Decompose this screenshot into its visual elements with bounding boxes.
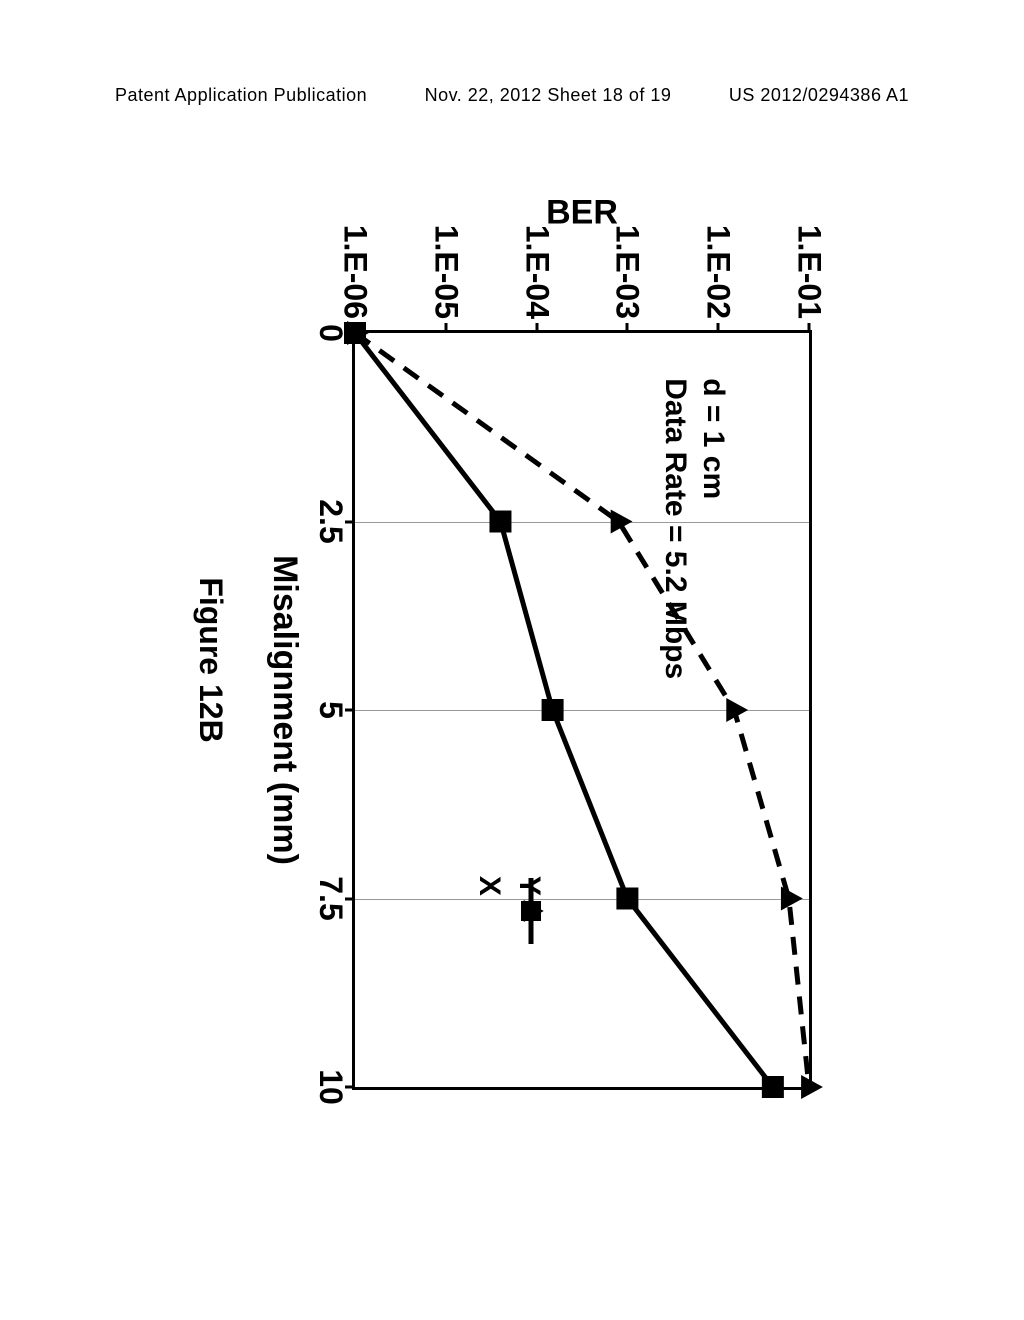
chart-legend: YX: [466, 876, 546, 896]
legend-swatch: [466, 876, 546, 896]
annotation-line: Data Rate = 5.2 Mbps: [657, 378, 695, 679]
data-marker: [616, 888, 638, 910]
y-tick-mark: [626, 323, 629, 333]
legend-item: X: [472, 876, 506, 896]
data-marker: [489, 511, 511, 533]
header-left: Patent Application Publication: [115, 85, 367, 106]
data-marker: [542, 699, 564, 721]
x-tick-mark: [345, 520, 355, 523]
figure-caption: Figure 12B: [192, 577, 229, 742]
chart-plot-area: BER Misalignment (mm) 1.E-011.E-021.E-03…: [352, 330, 812, 1090]
header-middle: Nov. 22, 2012 Sheet 18 of 19: [425, 85, 672, 106]
chart-annotation: d = 1 cmData Rate = 5.2 Mbps: [657, 378, 732, 679]
chart-rotated-wrapper: BER Misalignment (mm) 1.E-01 1.E-02 1.E-03…: [192, 160, 832, 1160]
x-tick-label: 5: [312, 701, 349, 719]
annotation-line: d = 1 cm: [694, 378, 732, 679]
y-tick-mark: [808, 323, 811, 333]
y-tick-label: 1.E-03: [609, 225, 646, 319]
x-tick-label: 7.5: [312, 876, 349, 920]
page-header: Patent Application Publication Nov. 22, …: [0, 85, 1024, 106]
y-tick-mark: [717, 323, 720, 333]
header-right: US 2012/0294386 A1: [729, 85, 909, 106]
y-tick-label: 1.E-01: [791, 225, 828, 319]
y-tick-label: 1.E-05: [427, 225, 464, 319]
x-tick-label: 0: [312, 324, 349, 342]
y-tick-mark: [444, 323, 447, 333]
x-tick-label: 2.5: [312, 499, 349, 543]
x-axis-title: Misalignment (mm): [265, 555, 304, 865]
y-tick-label: 1.E-02: [700, 225, 737, 319]
data-marker: [801, 1075, 823, 1099]
x-tick-label: 10: [312, 1069, 349, 1105]
y-axis-title: BER: [546, 194, 618, 233]
chart-svg: [355, 333, 809, 1087]
chart-frame: BER Misalignment (mm) 1.E-01 1.E-02 1.E-03…: [192, 160, 832, 1160]
y-tick-mark: [535, 323, 538, 333]
x-tick-mark: [345, 709, 355, 712]
x-tick-mark: [345, 1086, 355, 1089]
data-marker: [762, 1076, 784, 1098]
y-tick-label: 1.E-04: [518, 225, 555, 319]
x-tick-mark: [345, 897, 355, 900]
y-tick-label: 1.E-06: [337, 225, 374, 319]
